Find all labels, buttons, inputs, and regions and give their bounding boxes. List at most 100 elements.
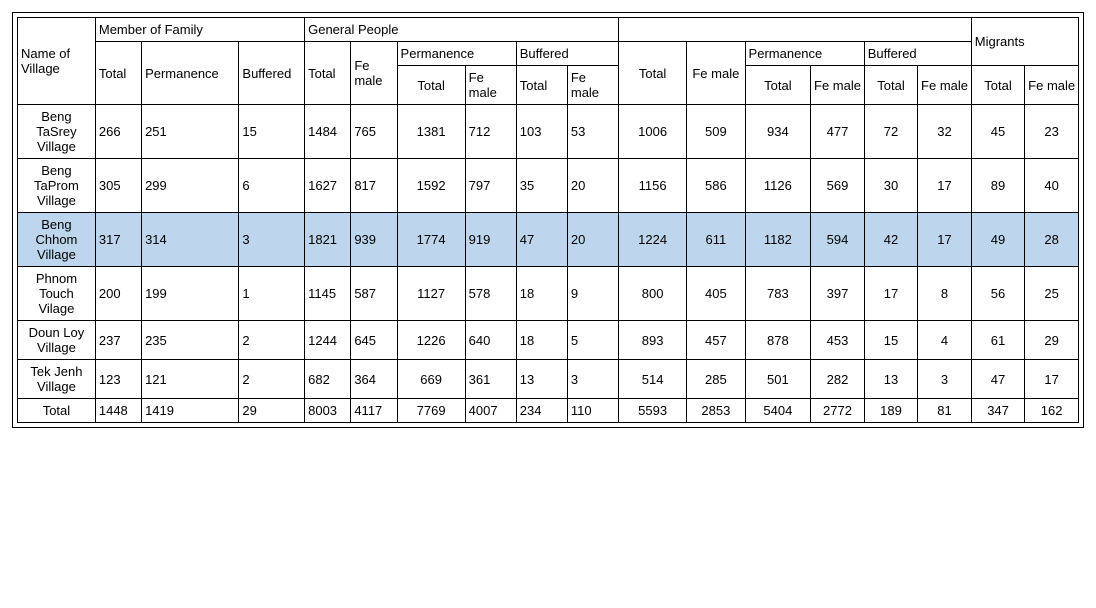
cell-gp_fem: 765 xyxy=(351,105,397,159)
cell-gp_perm_fem: 712 xyxy=(465,105,516,159)
col-x-perm-total: Total xyxy=(745,66,811,105)
col-gp-perm-fem: Fe male xyxy=(465,66,516,105)
cell-mf_buf: 15 xyxy=(239,105,305,159)
cell-x_buf_total: 42 xyxy=(864,213,918,267)
cell-x_fem: 457 xyxy=(687,321,745,360)
cell-x_buf_fem: 32 xyxy=(918,105,972,159)
cell-mf_total: 200 xyxy=(95,267,141,321)
cell-mig_fem: 25 xyxy=(1025,267,1079,321)
cell-mig_total: 47 xyxy=(971,360,1025,399)
cell-x_perm_total: 783 xyxy=(745,267,811,321)
cell-mig_fem: 28 xyxy=(1025,213,1079,267)
col-gp-total: Total xyxy=(305,42,351,105)
cell-x_perm_total: 501 xyxy=(745,360,811,399)
col-mf-buf: Buffered xyxy=(239,42,305,105)
col-mf-total: Total xyxy=(95,42,141,105)
cell-x_buf_total: 189 xyxy=(864,399,918,423)
table-body: Beng TaSrey Village266251151484765138171… xyxy=(18,105,1079,423)
cell-gp_perm_fem: 640 xyxy=(465,321,516,360)
cell-mig_total: 89 xyxy=(971,159,1025,213)
cell-x_perm_fem: 477 xyxy=(811,105,865,159)
cell-village-name: Beng Chhom Village xyxy=(18,213,96,267)
cell-mf_perm: 299 xyxy=(142,159,239,213)
cell-x_fem: 2853 xyxy=(687,399,745,423)
cell-gp_buf_total: 18 xyxy=(516,267,567,321)
cell-mf_total: 123 xyxy=(95,360,141,399)
cell-x_perm_total: 1182 xyxy=(745,213,811,267)
cell-gp_perm_total: 1127 xyxy=(397,267,465,321)
cell-gp_total: 1627 xyxy=(305,159,351,213)
cell-village-name: Tek Jenh Village xyxy=(18,360,96,399)
cell-gp_perm_fem: 797 xyxy=(465,159,516,213)
cell-mig_fem: 162 xyxy=(1025,399,1079,423)
cell-gp_perm_fem: 578 xyxy=(465,267,516,321)
cell-gp_buf_total: 234 xyxy=(516,399,567,423)
cell-x_perm_fem: 569 xyxy=(811,159,865,213)
cell-village-name: Total xyxy=(18,399,96,423)
cell-x_perm_total: 878 xyxy=(745,321,811,360)
cell-mig_fem: 40 xyxy=(1025,159,1079,213)
col-gp-buf-fem: Fe male xyxy=(567,66,618,105)
cell-gp_buf_total: 103 xyxy=(516,105,567,159)
cell-mf_buf: 2 xyxy=(239,360,305,399)
table-header: Name of Village Member of Family General… xyxy=(18,18,1079,105)
table-row: Tek Jenh Village123121268236466936113351… xyxy=(18,360,1079,399)
cell-gp_perm_fem: 919 xyxy=(465,213,516,267)
cell-mf_perm: 121 xyxy=(142,360,239,399)
cell-mig_fem: 29 xyxy=(1025,321,1079,360)
cell-x_fem: 611 xyxy=(687,213,745,267)
cell-gp_buf_total: 18 xyxy=(516,321,567,360)
col-x-perm: Permanence xyxy=(745,42,864,66)
col-name-of-village: Name of Village xyxy=(18,18,96,105)
cell-mf_perm: 1419 xyxy=(142,399,239,423)
cell-x_perm_fem: 282 xyxy=(811,360,865,399)
cell-mf_perm: 314 xyxy=(142,213,239,267)
table-row: Phnom Touch Vilage2001991114558711275781… xyxy=(18,267,1079,321)
cell-x_total: 893 xyxy=(619,321,687,360)
cell-x_total: 800 xyxy=(619,267,687,321)
cell-gp_total: 682 xyxy=(305,360,351,399)
cell-x_perm_total: 1126 xyxy=(745,159,811,213)
cell-x_total: 5593 xyxy=(619,399,687,423)
col-x-total: Total xyxy=(619,42,687,105)
cell-x_total: 514 xyxy=(619,360,687,399)
cell-gp_perm_total: 1226 xyxy=(397,321,465,360)
cell-x_perm_fem: 453 xyxy=(811,321,865,360)
cell-mf_buf: 6 xyxy=(239,159,305,213)
col-gp-buf-total: Total xyxy=(516,66,567,105)
cell-mig_fem: 23 xyxy=(1025,105,1079,159)
col-general-people: General People xyxy=(305,18,619,42)
cell-gp_fem: 364 xyxy=(351,360,397,399)
col-blank-group xyxy=(619,18,972,42)
cell-gp_fem: 4117 xyxy=(351,399,397,423)
cell-gp_perm_fem: 361 xyxy=(465,360,516,399)
col-mig-total: Total xyxy=(971,66,1025,105)
col-gp-perm-total: Total xyxy=(397,66,465,105)
cell-mig_total: 347 xyxy=(971,399,1025,423)
col-x-fem: Fe male xyxy=(687,42,745,105)
cell-gp_total: 1821 xyxy=(305,213,351,267)
cell-village-name: Beng TaProm Village xyxy=(18,159,96,213)
cell-x_fem: 405 xyxy=(687,267,745,321)
cell-x_buf_total: 13 xyxy=(864,360,918,399)
cell-mig_total: 45 xyxy=(971,105,1025,159)
cell-x_total: 1006 xyxy=(619,105,687,159)
col-x-buf-fem: Fe male xyxy=(918,66,972,105)
cell-mf_total: 266 xyxy=(95,105,141,159)
cell-mig_fem: 17 xyxy=(1025,360,1079,399)
cell-mf_buf: 1 xyxy=(239,267,305,321)
cell-village-name: Phnom Touch Vilage xyxy=(18,267,96,321)
cell-village-name: Beng TaSrey Village xyxy=(18,105,96,159)
table-row: Beng Chhom Village3173143182193917749194… xyxy=(18,213,1079,267)
cell-gp_fem: 587 xyxy=(351,267,397,321)
col-gp-fem: Fe male xyxy=(351,42,397,105)
cell-x_fem: 586 xyxy=(687,159,745,213)
cell-x_perm_total: 5404 xyxy=(745,399,811,423)
cell-x_buf_fem: 17 xyxy=(918,159,972,213)
cell-x_buf_total: 17 xyxy=(864,267,918,321)
col-migrants: Migrants xyxy=(971,18,1078,66)
cell-x_buf_fem: 3 xyxy=(918,360,972,399)
cell-gp_fem: 939 xyxy=(351,213,397,267)
col-gp-buf: Buffered xyxy=(516,42,618,66)
cell-x_fem: 509 xyxy=(687,105,745,159)
